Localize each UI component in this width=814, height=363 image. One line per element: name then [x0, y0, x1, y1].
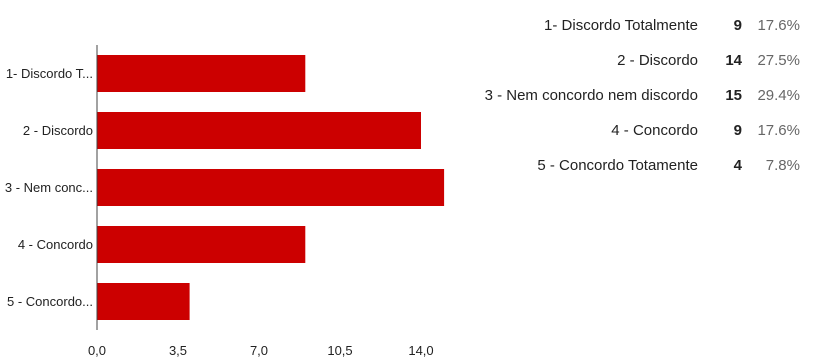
summary-percent: 29.4% — [757, 87, 800, 104]
summary-row: 3 - Nem concordo nem discordo 15 29.4% — [470, 78, 800, 113]
category-label: 2 - Discordo — [23, 123, 93, 138]
x-tick-label: 0,0 — [88, 343, 106, 358]
x-tick-label: 14,0 — [408, 343, 433, 358]
category-label: 4 - Concordo — [18, 237, 93, 252]
bar-chart: 1- Discordo T... 2 - Discordo 3 - Nem conc… — [5, 45, 445, 358]
x-tick-labels: 0,0 3,5 7,0 10,5 14,0 — [88, 343, 434, 358]
summary-count: 9 — [733, 122, 742, 139]
bars — [97, 55, 445, 320]
category-labels: 1- Discordo T... 2 - Discordo 3 - Nem conc… — [5, 66, 93, 309]
summary-percent: 17.6% — [757, 122, 800, 139]
summary-label: 3 - Nem concordo nem discordo — [484, 87, 698, 104]
summary-label: 1- Discordo Totalmente — [544, 17, 698, 34]
bar — [97, 55, 306, 92]
summary-row: 4 - Concordo 9 17.6% — [470, 113, 800, 148]
bar — [97, 112, 421, 149]
summary-count: 9 — [733, 17, 742, 34]
summary-row: 2 - Discordo 14 27.5% — [470, 43, 800, 78]
x-tick-label: 3,5 — [169, 343, 187, 358]
summary-table: 1- Discordo Totalmente 9 17.6% 2 - Disco… — [470, 8, 800, 183]
category-label: 3 - Nem conc... — [5, 180, 93, 195]
summary-label: 5 - Concordo Totamente — [537, 157, 698, 174]
x-tick-label: 10,5 — [327, 343, 352, 358]
category-label: 5 - Concordo... — [7, 294, 93, 309]
bar — [97, 169, 445, 206]
bar — [97, 226, 306, 263]
summary-percent: 17.6% — [757, 17, 800, 34]
summary-count: 14 — [725, 52, 742, 69]
x-tick-label: 7,0 — [250, 343, 268, 358]
summary-row: 5 - Concordo Totamente 4 7.8% — [470, 148, 800, 183]
summary-label: 2 - Discordo — [617, 52, 698, 69]
summary-row: 1- Discordo Totalmente 9 17.6% — [470, 8, 800, 43]
category-label: 1- Discordo T... — [6, 66, 93, 81]
summary-percent: 27.5% — [757, 52, 800, 69]
summary-count: 4 — [733, 157, 742, 174]
bar — [97, 283, 190, 320]
summary-count: 15 — [725, 87, 742, 104]
summary-label: 4 - Concordo — [611, 122, 698, 139]
summary-percent: 7.8% — [765, 157, 800, 174]
